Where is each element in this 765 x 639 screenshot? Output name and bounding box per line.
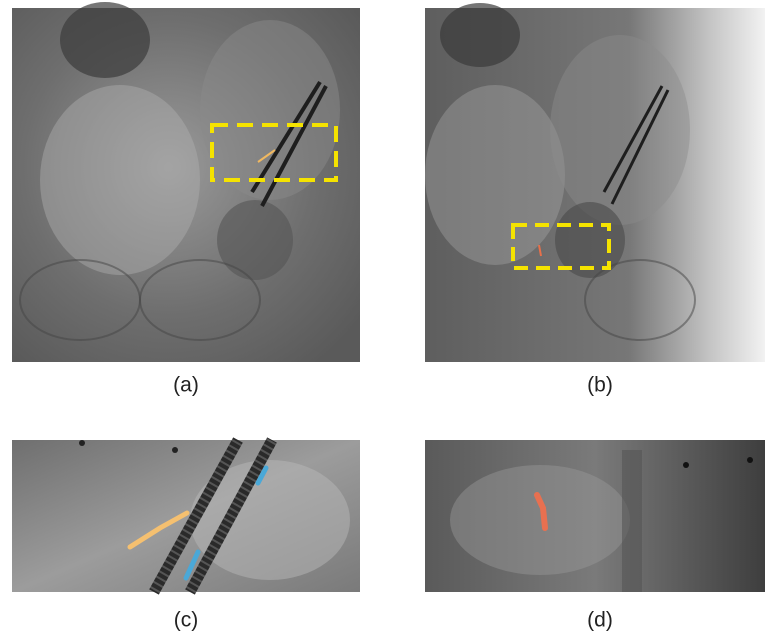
caption: (b) <box>587 374 613 397</box>
sacrum <box>425 85 565 265</box>
page: (a) (b) (c) (d) (() => { const data = <box>0 0 765 639</box>
caption: (d) <box>587 609 613 632</box>
marker <box>683 462 689 468</box>
femoral-head <box>217 200 293 280</box>
bone-edge <box>622 450 642 592</box>
ilium <box>550 35 690 225</box>
panel-a <box>12 2 360 362</box>
ilium <box>200 20 340 200</box>
marker <box>79 440 85 446</box>
panel-b <box>425 3 765 362</box>
bone <box>450 465 630 575</box>
marker <box>172 447 178 453</box>
spine <box>440 3 520 67</box>
panel-d <box>425 440 765 592</box>
marker <box>747 457 753 463</box>
spine <box>60 2 150 78</box>
figure: (a) (b) (c) (d) <box>0 0 765 639</box>
caption: (a) <box>173 374 199 397</box>
sacrum <box>40 85 200 275</box>
panel-c <box>12 440 360 592</box>
caption: (c) <box>174 609 199 632</box>
